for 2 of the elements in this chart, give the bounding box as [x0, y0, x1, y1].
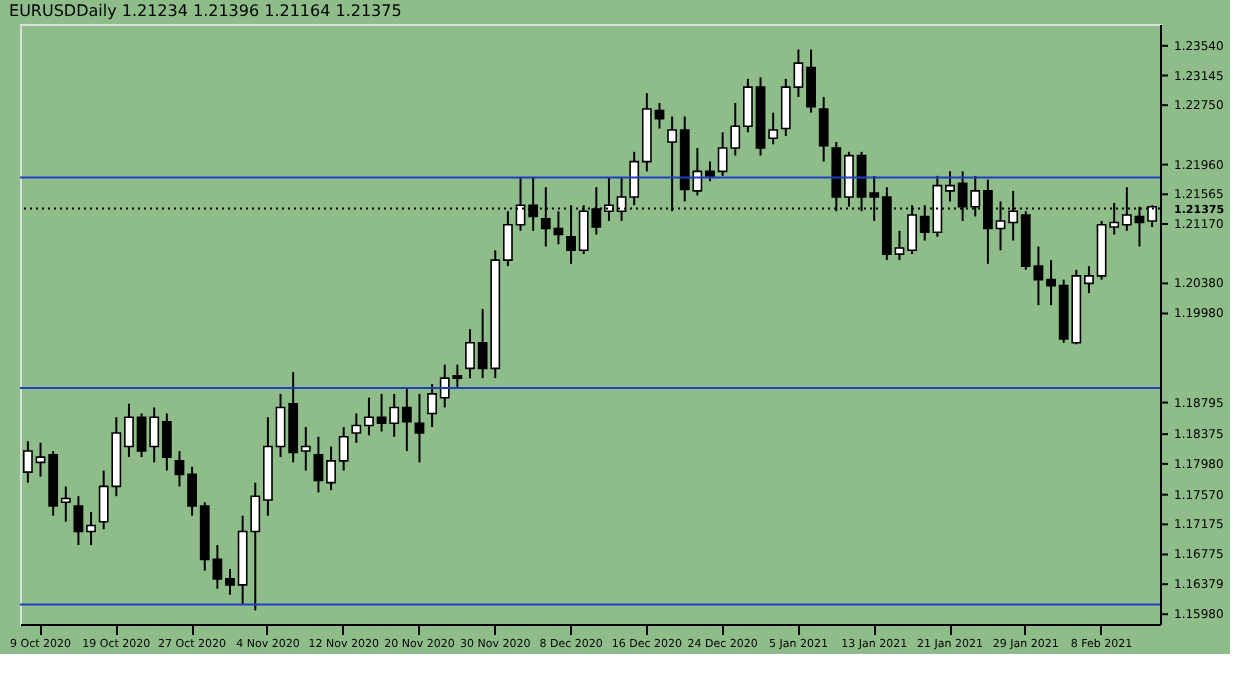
candlestick — [818, 95, 829, 163]
chart-title: EURUSDDaily 1.21234 1.21396 1.21164 1.21375 — [9, 2, 402, 20]
